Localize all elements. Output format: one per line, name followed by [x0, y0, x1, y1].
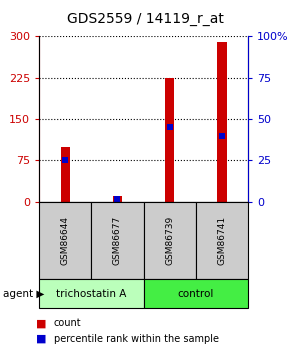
Text: trichostatin A: trichostatin A: [56, 289, 126, 298]
Text: GSM86644: GSM86644: [61, 216, 70, 265]
Bar: [165, 78, 174, 202]
Bar: [217, 42, 226, 202]
Text: control: control: [177, 289, 214, 298]
Text: GDS2559 / 14119_r_at: GDS2559 / 14119_r_at: [67, 12, 223, 26]
Text: count: count: [54, 318, 81, 328]
Text: ■: ■: [36, 334, 47, 344]
Text: percentile rank within the sample: percentile rank within the sample: [54, 334, 219, 344]
Bar: [113, 196, 122, 202]
Text: GSM86677: GSM86677: [113, 216, 122, 265]
Text: agent ▶: agent ▶: [3, 289, 44, 298]
Bar: [61, 147, 70, 202]
Text: ■: ■: [36, 318, 47, 328]
Text: GSM86739: GSM86739: [165, 216, 174, 265]
Text: GSM86741: GSM86741: [217, 216, 226, 265]
